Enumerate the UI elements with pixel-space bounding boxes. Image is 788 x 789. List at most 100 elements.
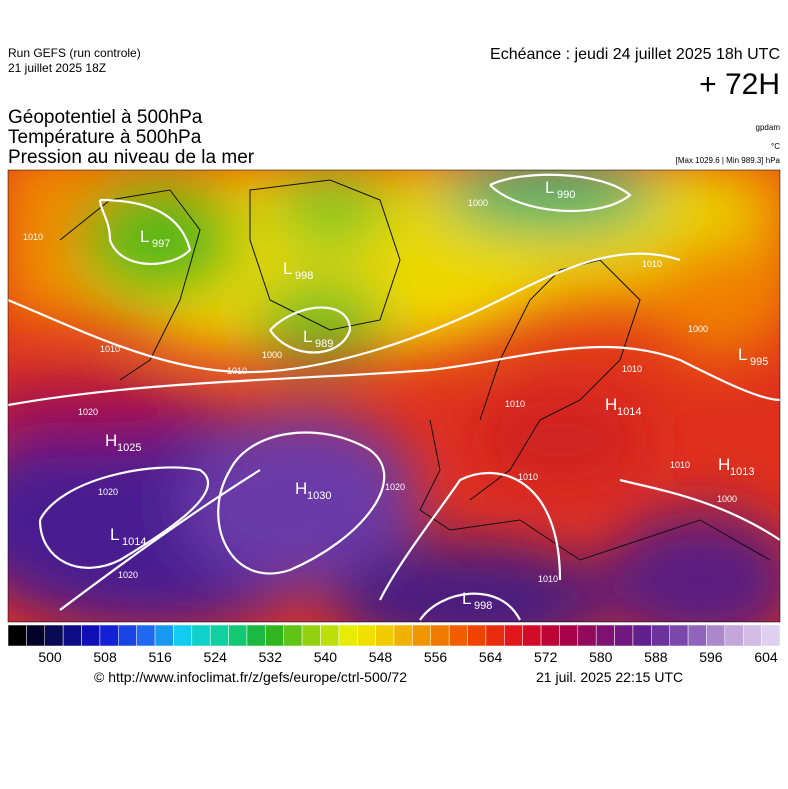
isobar-label: 1010	[642, 259, 662, 269]
colorbar-tick-label: 604	[754, 649, 778, 665]
colorbar-tick-label: 588	[644, 649, 668, 665]
colorbar-swatch	[485, 624, 505, 647]
center-type: L	[283, 259, 292, 278]
colorbar-swatch	[99, 624, 119, 647]
colorbar-swatch	[448, 624, 468, 647]
colorbar-swatch	[191, 624, 211, 647]
center-type: H	[718, 455, 730, 474]
field-title: Pression au niveau de la mer	[8, 147, 255, 168]
colorbar-swatch	[81, 624, 101, 647]
colorbar-swatch	[706, 624, 726, 647]
colorbar-swatch	[173, 624, 193, 647]
isobar-label: 1010	[505, 399, 525, 409]
field-title: Température à 500hPa	[8, 127, 202, 148]
center-type: H	[605, 395, 617, 414]
field-shading	[8, 170, 780, 622]
valid-time: Echéance : jeudi 24 juillet 2025 18h UTC	[490, 46, 780, 63]
colorbar-tick-label: 516	[148, 649, 172, 665]
center-type: L	[110, 525, 119, 544]
colorbar-tick-label: 564	[479, 649, 503, 665]
center-value: 1025	[117, 442, 141, 454]
colorbar-swatch	[559, 624, 579, 647]
colorbar-tick-label: 500	[38, 649, 62, 665]
colorbar-swatch	[632, 624, 652, 647]
center-value: 990	[557, 189, 575, 201]
unit: [Max 1029.6 | Min 989.3] hPa	[675, 156, 780, 165]
colorbar-swatch	[356, 624, 376, 647]
colorbar-tick-label: 572	[534, 649, 558, 665]
colorbar-swatch	[154, 624, 174, 647]
center-value: 1013	[730, 466, 754, 478]
colorbar-tick-label: 508	[93, 649, 117, 665]
colorbar-swatch	[761, 624, 781, 647]
colorbar-swatch	[26, 624, 46, 647]
isobar-label: 1000	[688, 324, 708, 334]
lead-time: + 72H	[699, 68, 780, 101]
colorbar-swatch	[522, 624, 542, 647]
generated: 21 juil. 2025 22:15 UTC	[536, 669, 684, 685]
colorbar-swatch	[467, 624, 487, 647]
colorbar-swatch	[614, 624, 634, 647]
isobar-label: 1010	[23, 232, 43, 242]
isobar-label: 1010	[227, 366, 247, 376]
colorbar-swatch	[577, 624, 597, 647]
colorbar-swatch	[669, 624, 689, 647]
isobar-label: 1010	[100, 344, 120, 354]
isobar-label: 1010	[538, 574, 558, 584]
colorbar-swatch	[651, 624, 670, 647]
center-type: H	[295, 479, 307, 498]
center-value: 995	[750, 356, 768, 368]
colorbar-swatch	[209, 624, 229, 647]
isobar-label: 1010	[622, 364, 642, 374]
colorbar-tick-label: 580	[589, 649, 613, 665]
colorbar-swatch	[540, 624, 560, 647]
colorbar-swatch	[7, 624, 27, 647]
center-value: 997	[152, 238, 170, 250]
isobar-label: 1020	[98, 487, 118, 497]
colorbar-tick-label: 548	[369, 649, 393, 665]
center-value: 1030	[307, 490, 331, 502]
colorbar-swatch	[375, 624, 395, 647]
center-type: L	[738, 345, 747, 364]
center-type: L	[462, 589, 471, 608]
colorbar-tick-label: 596	[699, 649, 723, 665]
colorbar-swatch	[742, 624, 762, 647]
isobar-label: 1020	[385, 482, 405, 492]
colorbar-swatch	[320, 624, 340, 647]
colorbar-tick-label: 532	[259, 649, 283, 665]
colorbar-swatch	[687, 624, 707, 647]
colorbar-swatch	[118, 624, 137, 647]
isobar-label: 1010	[670, 460, 690, 470]
colorbar-swatch	[430, 624, 450, 647]
colorbar-swatch	[338, 624, 358, 647]
colorbar-swatch	[246, 624, 266, 647]
isobar-label: 1000	[262, 350, 282, 360]
colorbar-swatch	[595, 624, 615, 647]
center-value: 998	[295, 270, 313, 282]
isobar-label: 1020	[78, 407, 98, 417]
isobar-label: 1020	[118, 570, 138, 580]
isobar-label: 1000	[468, 198, 488, 208]
colorbar-swatch	[44, 624, 64, 647]
colorbar-swatch	[62, 624, 82, 647]
field-title: Géopotentiel à 500hPa	[8, 107, 203, 128]
source: © http://www.infoclimat.fr/z/gefs/europe…	[94, 669, 408, 685]
colorbar-tick-label: 556	[424, 649, 448, 665]
colorbar-swatch	[136, 624, 156, 647]
center-type: H	[105, 431, 117, 450]
run-label: Run GEFS (run controle)	[8, 46, 141, 60]
colorbar-tick-label: 540	[314, 649, 338, 665]
center-value: 998	[474, 600, 492, 612]
map-frame	[7, 169, 781, 623]
colorbar-swatch	[265, 624, 284, 647]
colorbar-swatch	[283, 624, 303, 647]
unit: gpdam	[755, 123, 780, 132]
coastlines	[59, 179, 771, 561]
unit: °C	[771, 142, 780, 151]
colorbar-swatch	[504, 624, 523, 647]
center-value: 1014	[617, 406, 641, 418]
colorbar-swatch	[724, 624, 744, 647]
center-value: 989	[315, 338, 333, 350]
